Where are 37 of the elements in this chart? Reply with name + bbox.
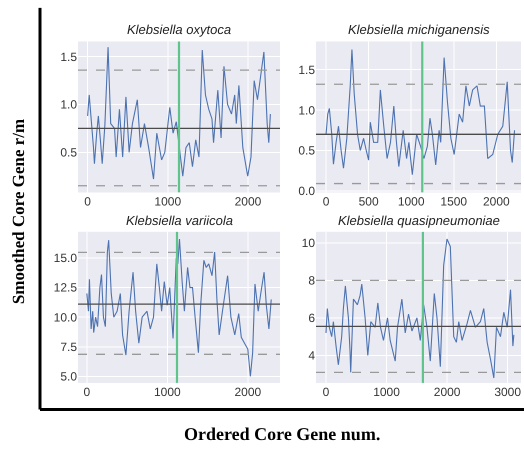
x-tick-label: 0 xyxy=(322,384,330,399)
y-tick-label: 12.5 xyxy=(54,280,78,295)
x-tick-label: 2000 xyxy=(482,194,510,208)
y-tick-label: 0.5 xyxy=(298,144,316,158)
y-tick-label: 6 xyxy=(308,311,316,326)
y-tick-label: 1.0 xyxy=(60,98,78,112)
y-tick-label: 4 xyxy=(308,348,316,363)
chart-title: Klebsiella variicola xyxy=(126,213,233,228)
y-tick-label: 7.5 xyxy=(60,340,78,354)
x-tick-label: 2000 xyxy=(234,194,262,208)
x-tick-label: 0 xyxy=(322,194,330,208)
x-tick-label: 2000 xyxy=(234,384,262,399)
chart-title: Klebsiella quasipneumoniae xyxy=(338,213,500,228)
x-tick-label: 1000 xyxy=(154,384,181,399)
x-tick-label: 1500 xyxy=(440,194,468,208)
y-tick-label: 0.5 xyxy=(60,145,78,160)
y-tick-label: 1.0 xyxy=(298,103,316,118)
y-tick-label: 15.0 xyxy=(54,251,78,266)
x-axis-title: Ordered Core Gene num. xyxy=(184,424,380,444)
x-tick-label: 3000 xyxy=(494,384,522,399)
y-axis-title: Smoothed Core Gene r/m xyxy=(8,118,28,304)
y-tick-label: 5.0 xyxy=(60,370,78,384)
x-tick-label: 1000 xyxy=(154,194,182,208)
x-tick-label: 1000 xyxy=(398,194,425,208)
y-tick-label: 1.5 xyxy=(60,50,78,64)
chart-title: Klebsiella michiganensis xyxy=(348,22,490,37)
x-tick-label: 0 xyxy=(84,194,92,208)
chart-title: Klebsiella oxytoca xyxy=(127,22,232,37)
x-tick-label: 1000 xyxy=(373,384,400,399)
y-tick-label: 0.0 xyxy=(298,184,316,198)
x-tick-label: 500 xyxy=(358,194,379,208)
y-tick-label: 8 xyxy=(308,274,316,288)
x-tick-label: 2000 xyxy=(434,384,461,399)
y-tick-label: 10.0 xyxy=(54,310,78,324)
y-tick-label: 1.5 xyxy=(298,62,316,77)
y-tick-label: 10 xyxy=(302,236,316,250)
x-tick-label: 0 xyxy=(84,384,91,399)
